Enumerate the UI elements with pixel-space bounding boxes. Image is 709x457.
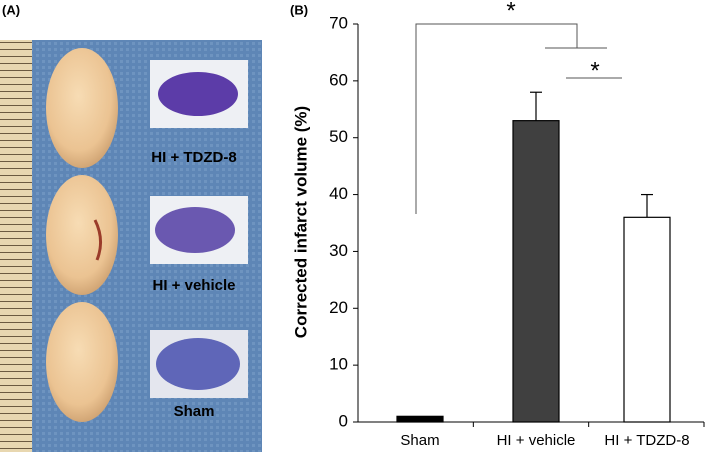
significance-star: * [590,57,599,84]
photo [0,40,262,452]
y-axis-label: Corrected infarct volume (%) [291,106,310,338]
y-tick-label: 40 [329,184,348,203]
plot-area: 0 10 20 30 40 50 60 70 Sham HI + vehicle HI + TDZD… [329,13,705,449]
group-label: HI + vehicle [153,277,236,294]
y-tick-label: 10 [329,355,348,374]
x-tick-label: HI + TDZD-8 [604,432,689,449]
y-tick-label: 30 [329,241,348,260]
significance-brackets [415,23,622,214]
x-tick-label: Sham [400,432,439,449]
group-label: HI + TDZD-8 [151,149,236,166]
y-tick-label: 0 [339,411,348,430]
panel-label: (B) [290,2,308,17]
y-tick-label: 50 [329,127,348,146]
y-tick-label: 70 [329,13,348,32]
bar [623,216,671,423]
significance-star: * [506,0,515,24]
panel-label: (A) [2,2,20,17]
x-tick-label: HI + vehicle [497,432,576,449]
y-tick-label: 20 [329,298,348,317]
bar [512,120,560,423]
group-label: Sham [174,403,215,420]
y-tick-label: 60 [329,70,348,89]
bar [396,415,444,423]
